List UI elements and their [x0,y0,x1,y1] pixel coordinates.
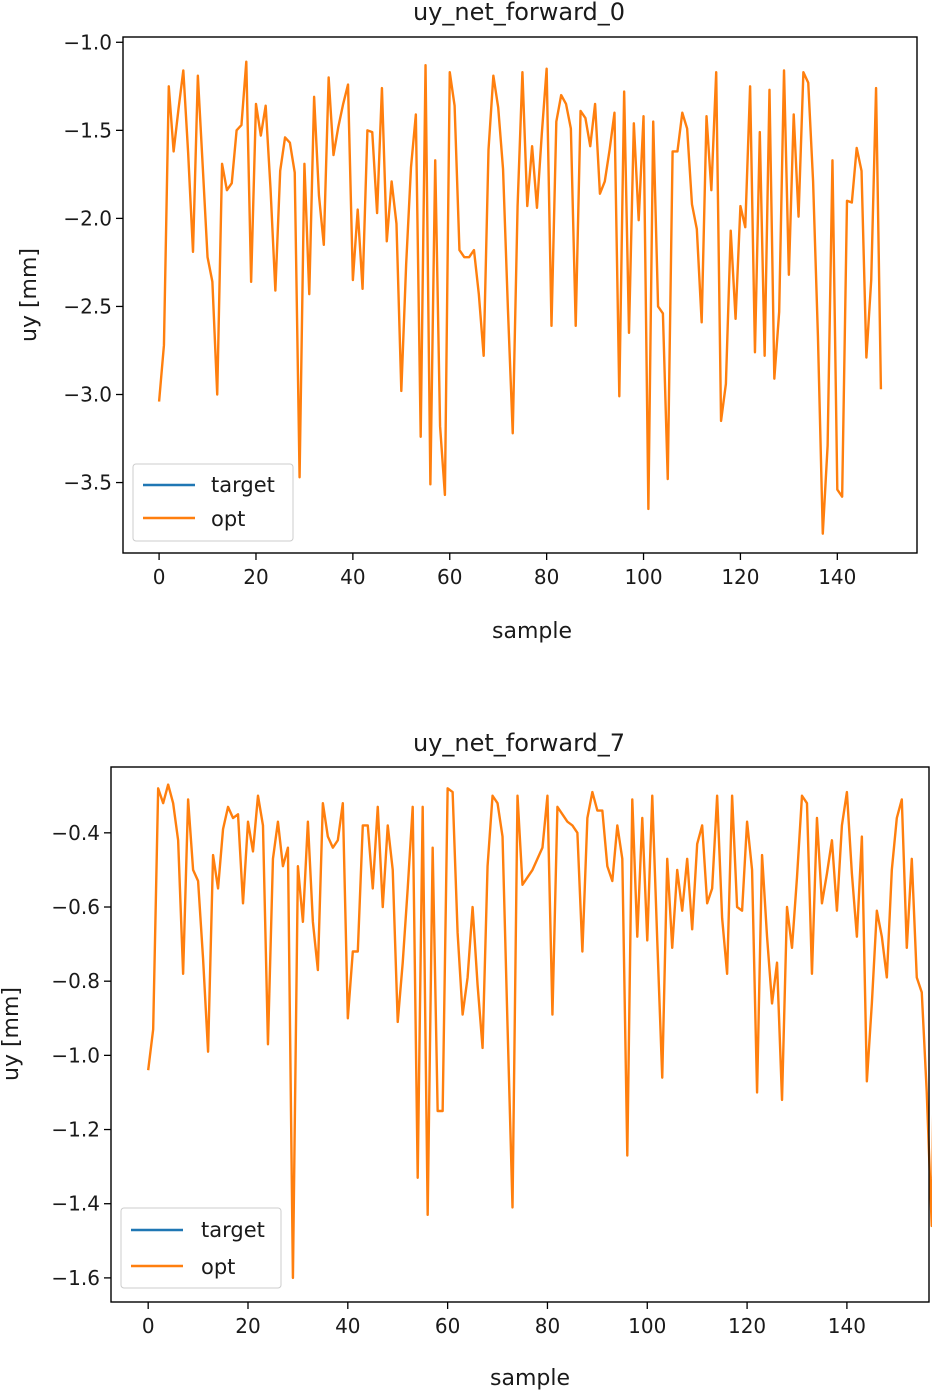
chart-2-y-tick-label: −1.0 [51,1043,100,1067]
chart-1-x-tick-label: 0 [153,565,166,589]
chart-2-x-tick-label: 40 [335,1314,360,1338]
chart-2-y-tick-label: −0.8 [51,969,100,993]
chart-2-legend-target-label: target [201,1218,265,1242]
chart-2-plot [146,783,932,1280]
chart-1-y-tick-label: −2.0 [63,206,112,230]
chart-1-legend: target opt [132,463,294,542]
chart-1-y-tick-label: −1.0 [63,30,112,54]
chart-2: uy_net_forward_7 0 20 40 60 80 100 120 140 −1.6… [0,729,932,1391]
chart-1: uy_net_forward_0 0 20 40 60 80 100 120 140 −3.5… [17,0,918,644]
chart-2-x-tick-label: 100 [628,1314,666,1338]
chart-2-x-axis-label: sample [490,1366,570,1391]
chart-1-legend-opt-label: opt [211,507,245,531]
chart-1-plot [157,60,883,535]
chart-1-y-axis-label: uy [mm] [17,248,42,342]
chart-1-title: uy_net_forward_0 [413,0,625,26]
chart-2-x-tick-label: 140 [828,1314,866,1338]
chart-1-series-opt-line [157,60,883,535]
chart-2-x-tick-label: 20 [235,1314,260,1338]
chart-2-x-tick-label: 80 [535,1314,560,1338]
chart-2-y-axis-label: uy [mm] [0,987,24,1081]
chart-1-x-axis-label: sample [492,619,572,644]
chart-1-x-tick-label: 140 [818,565,856,589]
chart-1-x-tick-label: 100 [624,565,662,589]
chart-1-x-tick-label: 20 [243,565,268,589]
chart-2-x-tick-label: 0 [142,1314,155,1338]
chart-1-x-tick-label: 60 [437,565,462,589]
chart-2-y-tick-label: −1.4 [51,1192,100,1216]
chart-1-x-tick-label: 80 [534,565,559,589]
chart-1-y-tick-label: −3.0 [63,383,112,407]
chart-2-legend-box [120,1207,282,1289]
chart-2-y-tick-label: −1.2 [51,1118,100,1142]
chart-1-legend-box [132,463,294,542]
chart-1-y-ticks: −3.5 −3.0 −2.5 −2.0 −1.5 −1.0 [63,30,123,495]
chart-1-x-tick-label: 40 [340,565,365,589]
chart-1-y-tick-label: −2.5 [63,294,112,318]
chart-2-legend-opt-label: opt [201,1255,235,1279]
chart-2-x-tick-label: 120 [728,1314,766,1338]
chart-2-title: uy_net_forward_7 [413,729,625,757]
chart-1-x-ticks: 0 20 40 60 80 100 120 140 [153,553,856,589]
chart-2-y-tick-label: −0.6 [51,895,100,919]
chart-1-x-tick-label: 120 [721,565,759,589]
chart-2-legend: target opt [120,1207,282,1289]
chart-2-y-ticks: −1.6 −1.4 −1.2 −1.0 −0.8 −0.6 −0.4 [51,821,111,1290]
chart-1-axes-frame [122,36,918,554]
chart-1-legend-target-label: target [211,473,275,497]
chart-1-y-tick-label: −1.5 [63,118,112,142]
chart-1-y-tick-label: −3.5 [63,471,112,495]
chart-2-y-tick-label: −0.4 [51,821,100,845]
chart-2-series-opt-line [146,783,932,1280]
chart-2-x-ticks: 0 20 40 60 80 100 120 140 [142,1302,866,1338]
chart-2-y-tick-label: −1.6 [51,1266,100,1290]
chart-2-axes-frame [110,766,930,1303]
chart-2-x-tick-label: 60 [435,1314,460,1338]
